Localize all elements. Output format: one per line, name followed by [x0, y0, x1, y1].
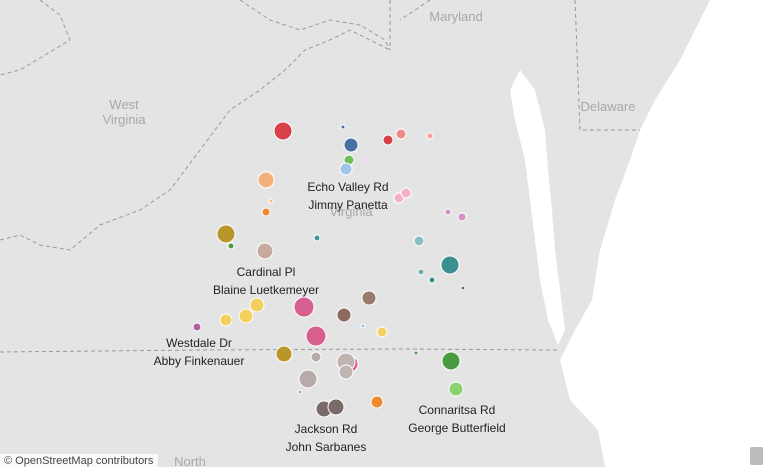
marker: [400, 187, 412, 199]
marker: [361, 290, 377, 306]
marker: [338, 364, 354, 380]
annotation-street: Westdale Dr: [166, 336, 232, 350]
marker: [370, 395, 384, 409]
region-label: Virginia: [102, 112, 146, 127]
state-border: [0, 0, 431, 76]
marker: [273, 121, 293, 141]
marker: [376, 326, 388, 338]
marker: [219, 313, 233, 327]
marker: [457, 212, 467, 222]
marker: [216, 224, 236, 244]
marker: [256, 242, 274, 260]
annotation-name: Jimmy Panetta: [308, 198, 388, 212]
ocean: [560, 0, 763, 467]
marker: [268, 198, 274, 204]
marker: [460, 285, 466, 291]
region-label: West: [109, 97, 139, 112]
region-label: Virginia: [329, 204, 373, 219]
state-border: [574, 0, 640, 131]
region-label: North: [174, 454, 206, 467]
state-border: [0, 29, 391, 251]
marker: [339, 162, 353, 176]
marker: [261, 207, 271, 217]
marker: [417, 268, 425, 276]
annotation-street: Jackson Rd: [295, 422, 358, 436]
marker: [293, 296, 315, 318]
marker: [249, 297, 265, 313]
marker: [305, 325, 327, 347]
annotation-name: John Sarbanes: [286, 440, 367, 454]
marker: [413, 350, 419, 356]
marker: [426, 132, 434, 140]
marker: [327, 398, 345, 416]
marker: [313, 234, 321, 242]
marker: [428, 276, 436, 284]
marker: [413, 235, 425, 247]
annotation-street: Connaritsa Rd: [419, 403, 496, 417]
annotation-name: Blaine Luetkemeyer: [213, 283, 319, 297]
marker: [444, 208, 452, 216]
marker: [336, 307, 352, 323]
map-control[interactable]: [750, 447, 763, 465]
marker: [395, 128, 407, 140]
marker: [440, 255, 460, 275]
marker: [310, 351, 322, 363]
attribution: © OpenStreetMap contributors: [4, 455, 154, 467]
marker: [192, 322, 202, 332]
marker: [257, 171, 275, 189]
marker: [340, 124, 346, 130]
bay: [510, 70, 565, 345]
marker: [275, 345, 293, 363]
marker: [227, 242, 235, 250]
marker: [343, 137, 359, 153]
attribution-bg: [0, 454, 158, 467]
marker: [238, 308, 254, 324]
state-border: [0, 348, 561, 353]
annotation-street: Echo Valley Rd: [307, 180, 388, 194]
marker: [382, 134, 394, 146]
marker: [441, 351, 461, 371]
marker: [360, 323, 366, 329]
marker: [297, 389, 303, 395]
region-label: Delaware: [581, 99, 636, 114]
marker: [448, 381, 464, 397]
annotation-name: George Butterfield: [408, 421, 505, 435]
region-label: Maryland: [429, 9, 482, 24]
markers: [192, 121, 467, 418]
marker: [298, 369, 318, 389]
annotation-street: Cardinal Pl: [237, 265, 296, 279]
annotation-name: Abby Finkenauer: [154, 354, 245, 368]
